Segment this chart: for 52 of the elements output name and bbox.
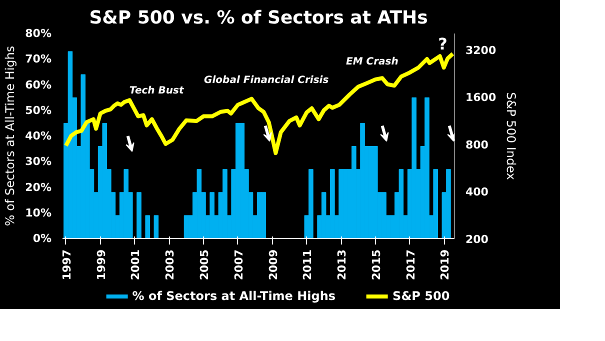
y2-tick-label: 800 — [466, 138, 489, 152]
chart-title: S&P 500 vs. % of Sectors at ATHs — [89, 8, 428, 28]
x-tick-label: 2001 — [129, 249, 142, 280]
x-tick-label: 2007 — [232, 249, 246, 280]
bar — [80, 74, 86, 238]
x-tick-label: 2011 — [301, 249, 314, 280]
x-tick-label: 2017 — [404, 249, 418, 280]
y2-tick-label: 3200 — [466, 44, 496, 57]
bar — [412, 97, 416, 238]
x-tick-label: 2009 — [266, 249, 280, 280]
y2-tick-label: 1600 — [466, 91, 496, 104]
bar — [240, 122, 245, 238]
line-series — [64, 52, 454, 156]
annotation: Global Financial Crisis — [204, 75, 329, 86]
bar — [136, 192, 142, 238]
y2-tick-label: 200 — [466, 233, 489, 246]
y-tick-label: 20% — [25, 180, 52, 194]
bar — [154, 215, 159, 238]
y-tick-label: 40% — [25, 130, 52, 142]
bar — [398, 169, 404, 238]
annotation: Tech Bust — [129, 85, 185, 96]
annotation: ? — [438, 34, 448, 54]
y-tick-label: 0% — [32, 232, 52, 245]
bar — [196, 169, 202, 238]
y-tick-label: 60% — [25, 78, 52, 92]
y-tick-label: 30% — [25, 155, 52, 168]
bar — [261, 192, 266, 238]
y2-axis-title: S&P 500 Index — [504, 92, 518, 180]
legend-label: S&P 500 — [392, 289, 450, 303]
x-tick-label: 2005 — [198, 249, 211, 280]
x-tick-label: 1999 — [94, 249, 108, 280]
bar — [433, 169, 438, 238]
y2-tick-label: 400 — [466, 186, 489, 199]
bar — [145, 215, 150, 238]
y-tick-label: 50% — [25, 104, 52, 117]
bar — [321, 192, 326, 238]
x-tick-label: 1997 — [60, 249, 74, 280]
bar — [124, 169, 129, 238]
bar — [368, 146, 374, 238]
x-tick-label: 2013 — [336, 249, 349, 280]
legend-label: % of Sectors at All-Time Highs — [132, 289, 336, 303]
bar — [338, 169, 344, 238]
y-tick-label: 80% — [25, 27, 52, 40]
bar — [210, 192, 214, 238]
x-tick-label: 2003 — [164, 249, 177, 280]
x-tick-label: 2019 — [438, 249, 452, 280]
annotation: EM Crash — [346, 56, 398, 68]
y-tick-label: 70% — [25, 52, 52, 66]
bar — [102, 122, 108, 238]
y-axis-title: % of Sectors at All-Time Highs — [3, 46, 18, 226]
y-tick-label: 10% — [25, 206, 52, 220]
x-tick-label: 2015 — [370, 249, 383, 280]
